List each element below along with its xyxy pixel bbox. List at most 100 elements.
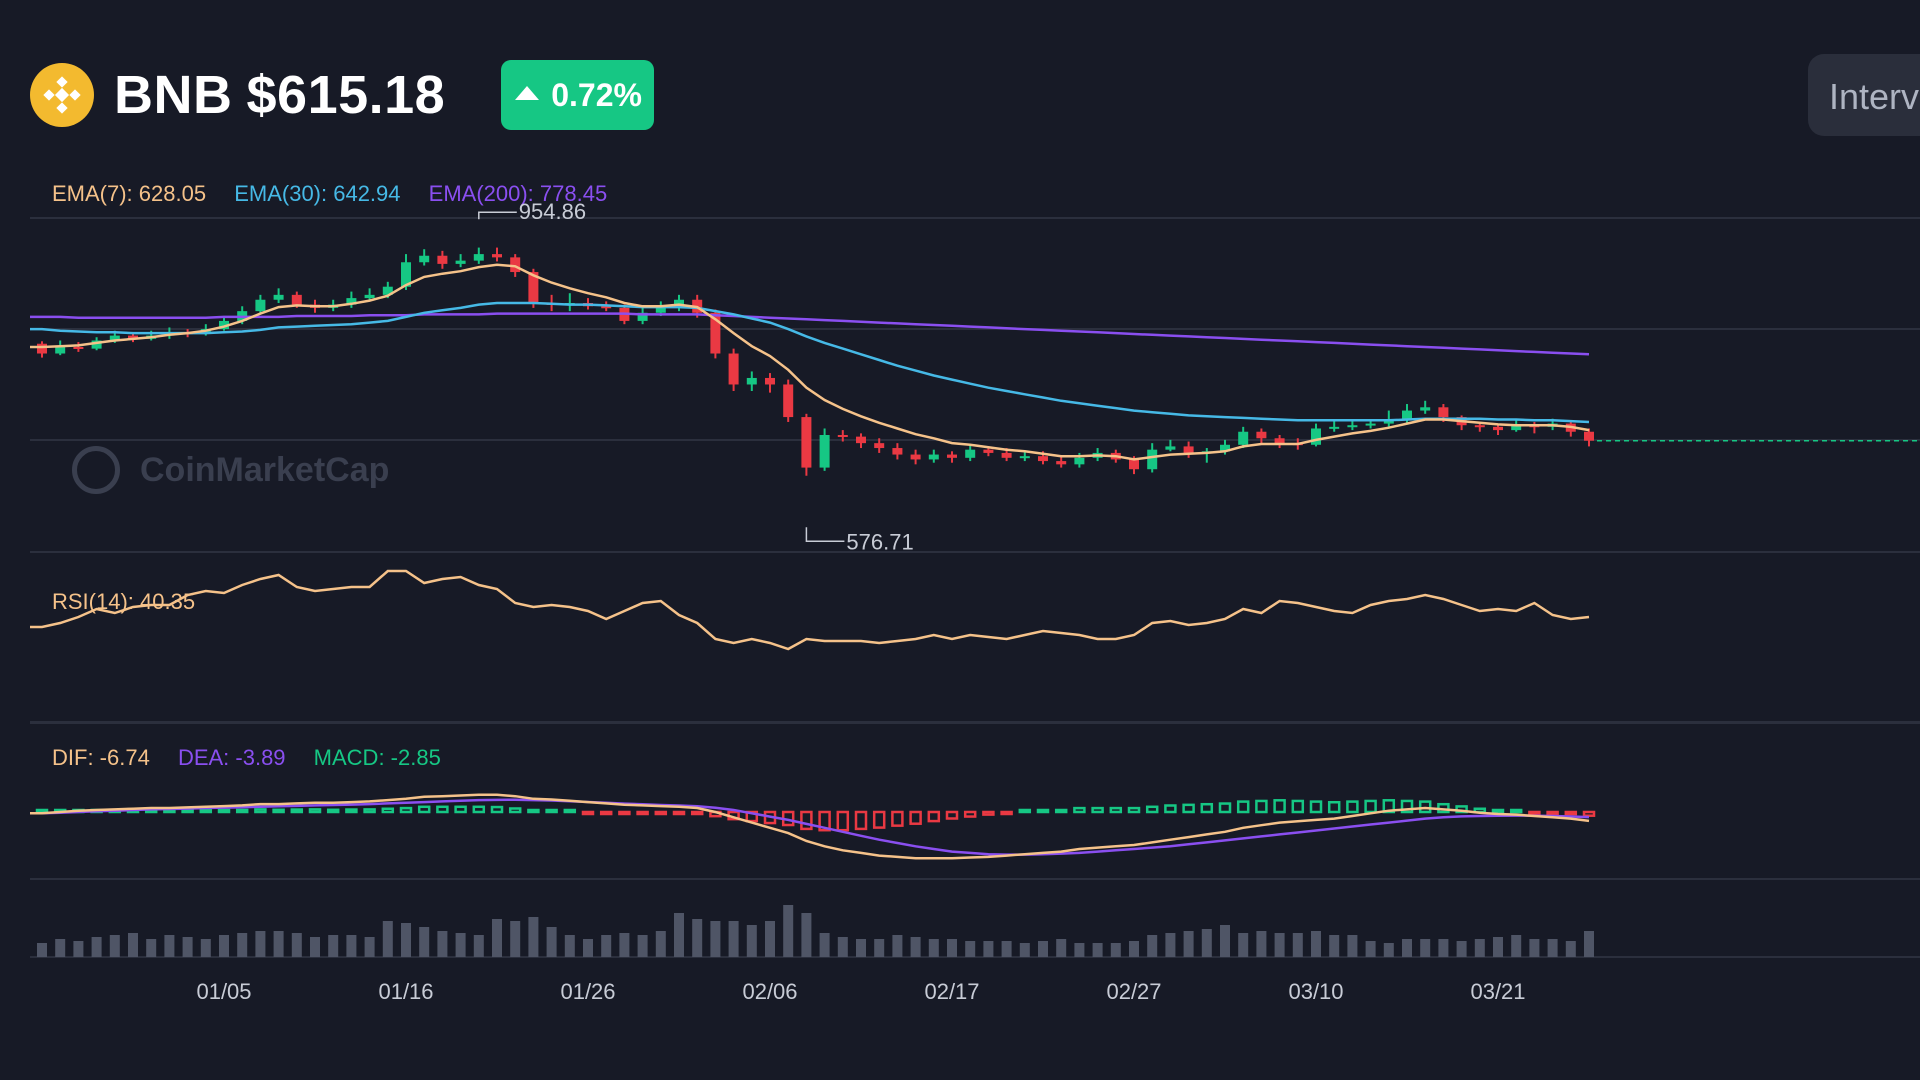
candle-body xyxy=(1019,456,1030,459)
volume-bar xyxy=(728,921,739,957)
volume-bar xyxy=(1565,941,1576,957)
candle-body xyxy=(1238,431,1249,445)
macd-bar xyxy=(1054,808,1068,814)
candle-body xyxy=(801,417,812,468)
candle-body xyxy=(746,377,757,385)
volume-bar xyxy=(1474,939,1485,957)
volume-bar xyxy=(1402,939,1412,957)
candle-body xyxy=(437,255,448,264)
macd-bar xyxy=(1127,806,1141,814)
volume-bar xyxy=(1493,937,1503,957)
volume-bar xyxy=(328,935,339,957)
macd-bar xyxy=(1255,799,1268,814)
volume-bar xyxy=(1238,933,1249,957)
x-tick-label: 01/05 xyxy=(196,979,251,1004)
candle-body xyxy=(1383,420,1394,424)
macd-bar xyxy=(1418,800,1432,814)
macd-bar xyxy=(1145,805,1159,814)
macd-bar xyxy=(1364,799,1377,814)
macd-bar xyxy=(654,810,668,816)
watermark-text: CoinMarketCap xyxy=(140,450,390,489)
volume-bar xyxy=(1420,939,1431,957)
volume-bar xyxy=(928,939,939,957)
volume-bar xyxy=(801,913,812,957)
volume-bar xyxy=(910,937,921,957)
price-change-badge: 0.72% xyxy=(501,60,654,130)
volume-bar xyxy=(510,921,521,957)
macd-bar xyxy=(217,808,231,814)
macd-bar xyxy=(982,810,995,816)
volume-bar xyxy=(164,935,175,957)
macd-bar xyxy=(436,805,449,814)
volume-bar xyxy=(401,923,411,957)
volume-bar xyxy=(146,939,157,957)
volume-bar xyxy=(109,935,120,957)
candle-body xyxy=(965,449,976,458)
ema7-line xyxy=(30,263,1590,461)
candle-body xyxy=(765,377,775,385)
candle-body xyxy=(983,449,994,453)
candle-body xyxy=(1038,456,1048,462)
macd-bar xyxy=(1000,810,1013,816)
volume-bar xyxy=(819,933,830,957)
candle-body xyxy=(1584,431,1594,441)
volume-bar xyxy=(1274,933,1285,957)
ticker-header: BNB $615.18 0.72% xyxy=(30,58,654,132)
macd-bar xyxy=(745,810,759,823)
volume-bar xyxy=(346,935,357,957)
price-change-value: 0.72% xyxy=(551,76,642,113)
macd-bar xyxy=(872,810,886,829)
macd-bar xyxy=(254,808,267,814)
volume-bar xyxy=(273,931,284,957)
candle-body xyxy=(1329,426,1340,429)
volume-bar xyxy=(983,941,994,957)
watermark: CoinMarketCap xyxy=(72,446,389,494)
macd-bar xyxy=(472,805,486,814)
volume-bar xyxy=(710,921,721,957)
volume-bar xyxy=(1147,935,1158,957)
candle-body xyxy=(1274,438,1285,444)
candle-body xyxy=(1438,407,1449,418)
macd-bar xyxy=(1036,808,1050,814)
candle-body xyxy=(874,443,885,449)
candle-body xyxy=(73,347,84,349)
volume-bar xyxy=(91,937,102,957)
volume-bar xyxy=(874,939,885,957)
candle-body xyxy=(364,294,375,299)
macd-bar xyxy=(1164,804,1177,814)
coin-title: BNB $615.18 xyxy=(114,64,459,126)
macd-bar xyxy=(963,810,977,818)
volume-bar xyxy=(37,943,47,957)
volume-bar xyxy=(837,937,848,957)
coin-price: $615.18 xyxy=(246,65,446,125)
candle-body xyxy=(1420,407,1431,411)
macd-bar xyxy=(818,810,831,832)
candle-body xyxy=(819,435,830,468)
macd-bar xyxy=(399,806,413,814)
interval-button[interactable]: Interval xyxy=(1808,54,1920,136)
macd-bar xyxy=(1109,806,1123,814)
candle-body xyxy=(856,436,866,444)
macd-bar xyxy=(1509,808,1523,814)
macd-bar xyxy=(308,808,322,814)
volume-bar xyxy=(1438,939,1449,957)
volume-bar xyxy=(128,933,138,957)
macd-bar xyxy=(1273,799,1286,814)
macd-legend: DIF: -6.74 DEA: -3.89 MACD: -2.85 xyxy=(52,745,463,771)
candle-body xyxy=(928,454,939,460)
macd-bar xyxy=(636,810,649,816)
macd-bar xyxy=(1382,799,1396,814)
candle-body xyxy=(1256,431,1267,439)
macd-bar xyxy=(326,808,340,814)
macd-legend-label: MACD: -2.85 xyxy=(313,745,441,770)
macd-bar xyxy=(199,808,213,814)
macd-bar xyxy=(235,808,249,814)
ema200-line xyxy=(30,312,1590,356)
macd-bar xyxy=(363,808,376,814)
candle-body xyxy=(1074,457,1085,465)
macd-bar xyxy=(563,808,577,814)
volume-bar xyxy=(1074,943,1085,957)
macd-bar xyxy=(1291,799,1305,814)
macd-bar xyxy=(490,805,504,814)
